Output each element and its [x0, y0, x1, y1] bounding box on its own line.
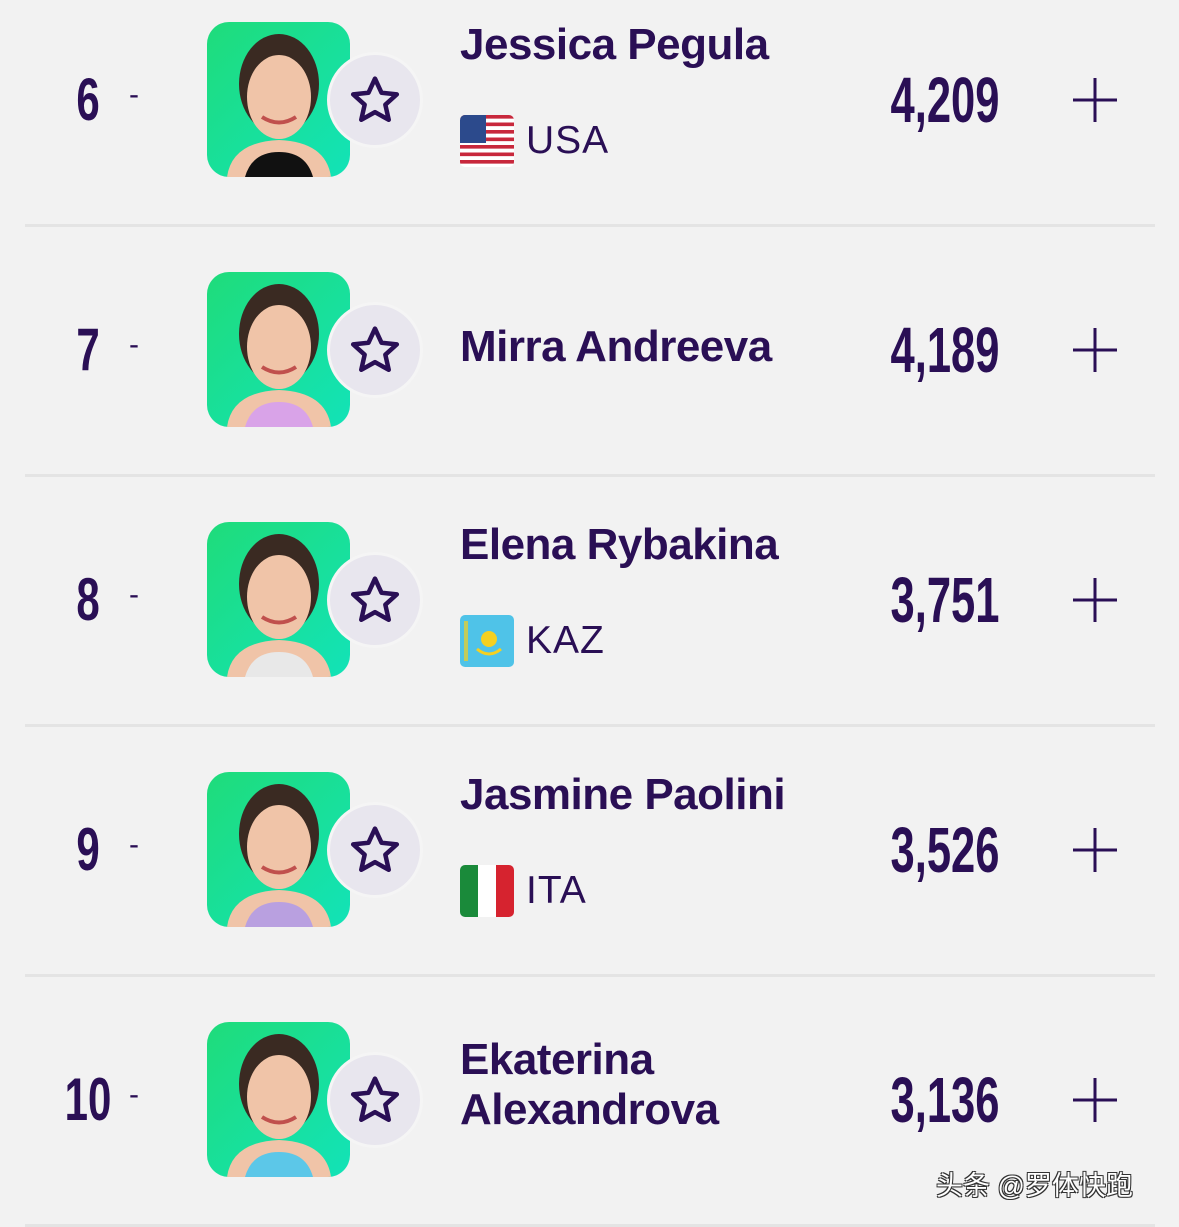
rank-movement: -	[129, 578, 139, 611]
rank-movement: -	[129, 78, 139, 111]
star-icon	[350, 826, 400, 873]
rank-movement: -	[129, 1078, 139, 1111]
expand-plus-icon[interactable]	[1070, 1075, 1120, 1125]
points: 4,189	[890, 314, 1000, 386]
points: 3,526	[890, 814, 1000, 886]
row-divider	[25, 474, 1155, 477]
player-name-block[interactable]: Jasmine Paolini	[460, 770, 786, 820]
usa-flag-icon	[460, 115, 514, 167]
italy-flag-icon	[460, 865, 514, 917]
star-icon	[350, 326, 400, 373]
player-name-line: Alexandrova	[460, 1085, 719, 1134]
rank: 10	[64, 1066, 112, 1133]
player-row[interactable]: 6 - Jessica Pegula USA 4,209	[0, 0, 1179, 227]
row-divider	[25, 974, 1155, 977]
player-name: Elena Rybakina	[460, 520, 779, 569]
rank: 6	[76, 66, 100, 133]
country-code: USA	[526, 119, 610, 162]
star-icon	[350, 576, 400, 623]
player-photo	[207, 1022, 350, 1177]
player-photo	[207, 772, 350, 927]
expand-plus-icon[interactable]	[1070, 325, 1120, 375]
points: 3,751	[890, 564, 1000, 636]
player-name-block[interactable]: Ekaterina Alexandrova	[460, 1035, 719, 1135]
expand-plus-icon[interactable]	[1070, 75, 1120, 125]
player-photo	[207, 522, 350, 677]
star-icon	[350, 1076, 400, 1123]
player-name-block[interactable]: Elena Rybakina	[460, 520, 779, 570]
favorite-star-button[interactable]	[327, 302, 423, 398]
expand-plus-icon[interactable]	[1070, 575, 1120, 625]
player-photo	[207, 22, 350, 177]
player-name: Jasmine Paolini	[460, 770, 786, 819]
country: USA	[460, 115, 609, 167]
rank: 9	[76, 816, 100, 883]
favorite-star-button[interactable]	[327, 52, 423, 148]
watermark: 头条 @罗体快跑	[936, 1171, 1133, 1201]
player-name-block[interactable]: Mirra Andreeva	[460, 322, 772, 372]
player-row[interactable]: 9 - Jasmine Paolini ITA 3,526	[0, 725, 1179, 977]
player-name: Jessica Pegula	[460, 20, 769, 69]
rank: 8	[76, 566, 100, 633]
rank-movement: -	[129, 328, 139, 361]
points: 3,136	[890, 1064, 1000, 1136]
country: ITA	[460, 865, 587, 917]
player-name-line: Ekaterina	[460, 1035, 654, 1084]
player-row[interactable]: 10 - Ekaterina Alexandrova 3,136	[0, 975, 1179, 1227]
country-code: KAZ	[526, 619, 605, 662]
rank: 7	[76, 316, 100, 383]
country-code: ITA	[526, 869, 587, 912]
row-divider	[25, 224, 1155, 227]
player-photo	[207, 272, 350, 427]
favorite-star-button[interactable]	[327, 802, 423, 898]
player-row[interactable]: 8 - Elena Rybakina KAZ 3,751	[0, 475, 1179, 727]
player-row[interactable]: 7 - Mirra Andreeva 4,189	[0, 225, 1179, 477]
favorite-star-button[interactable]	[327, 552, 423, 648]
player-name: Mirra Andreeva	[460, 322, 772, 371]
rank-movement: -	[129, 828, 139, 861]
row-divider	[25, 724, 1155, 727]
kazakhstan-flag-icon	[460, 615, 514, 667]
player-name-block[interactable]: Jessica Pegula	[460, 20, 769, 70]
star-icon	[350, 76, 400, 123]
favorite-star-button[interactable]	[327, 1052, 423, 1148]
country: KAZ	[460, 615, 605, 667]
points: 4,209	[890, 64, 1000, 136]
expand-plus-icon[interactable]	[1070, 825, 1120, 875]
